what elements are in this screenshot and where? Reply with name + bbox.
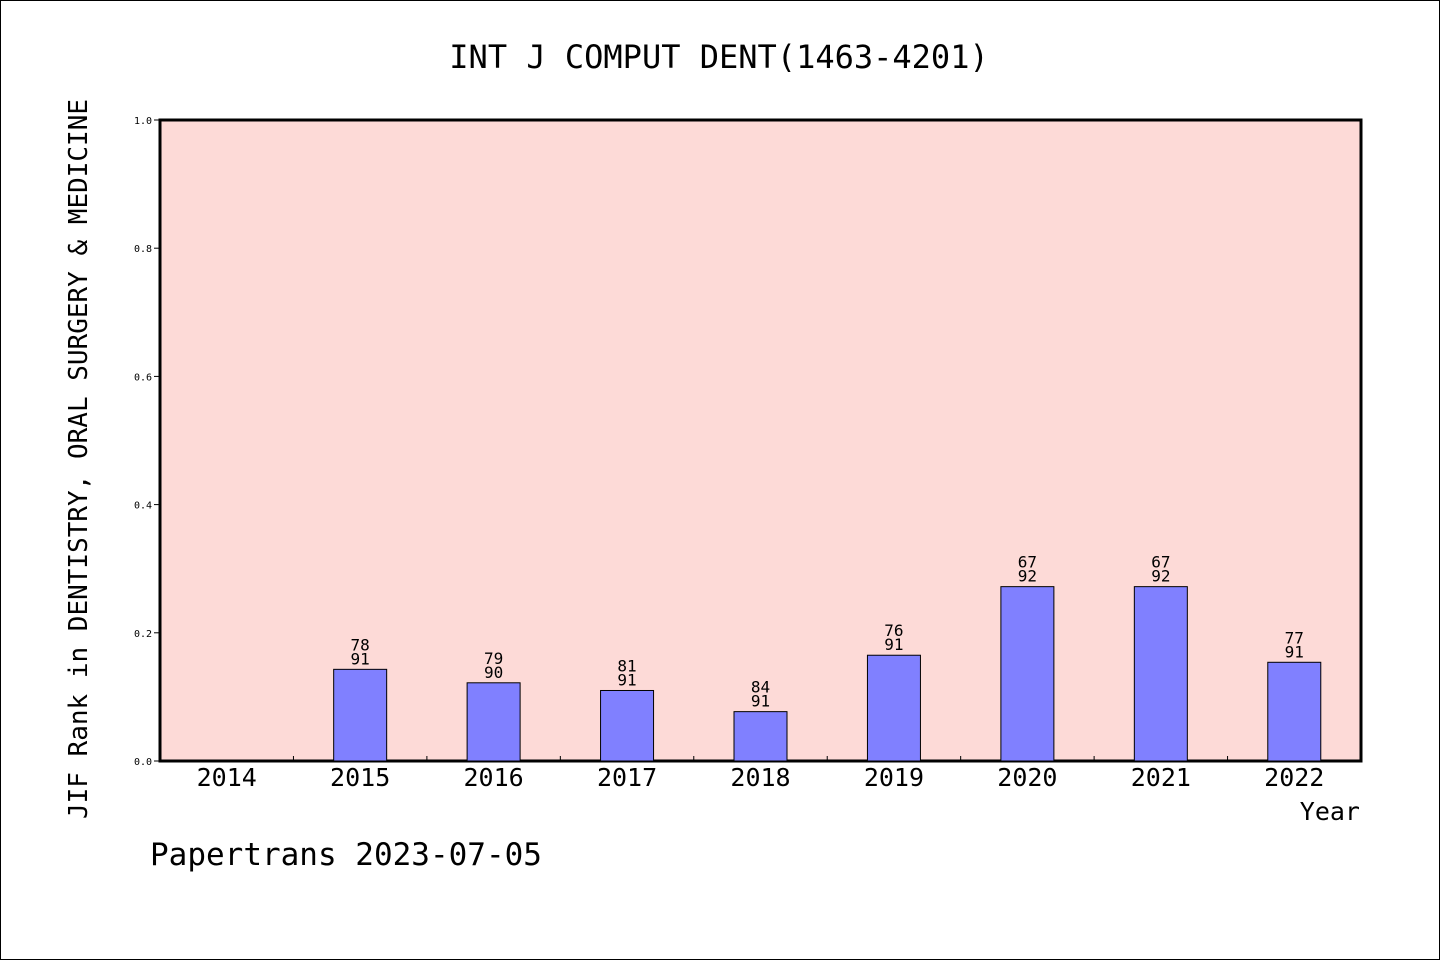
y-tick-label: 0.4 — [134, 501, 152, 512]
bar-rank-label: 84 — [751, 678, 770, 697]
x-tick-label: 2021 — [1131, 763, 1191, 792]
bar — [333, 668, 388, 762]
bar-total-label: 91 — [884, 635, 903, 654]
y-tick-label: 0.2 — [134, 629, 152, 640]
bar-rank-label: 79 — [484, 649, 503, 668]
bar — [733, 711, 788, 762]
footer-text: Papertrans 2023-07-05 — [150, 837, 542, 873]
y-axis-ticks: 0.0 0.2 0.4 0.6 0.8 1.0 — [134, 116, 160, 768]
x-tick-label: 2019 — [864, 763, 924, 792]
x-tick-label: 2016 — [464, 763, 524, 792]
bar — [1267, 661, 1322, 762]
bar-rank-label: 76 — [884, 621, 903, 640]
bar-total-label: 91 — [617, 670, 636, 689]
bar-total-label: 90 — [484, 663, 503, 682]
x-tick-label: 2020 — [997, 763, 1057, 792]
bar-total-label: 91 — [351, 649, 370, 668]
bar-total-label: 92 — [1151, 567, 1170, 586]
chart-title: INT J COMPUT DENT(1463-4201) — [449, 38, 988, 76]
y-axis-label: JIF Rank in DENTISTRY, ORAL SURGERY & ME… — [64, 99, 94, 819]
x-axis-ticks: 2014 2015 2016 2017 2018 2019 2020 2021 2022 — [197, 756, 1324, 792]
bar — [1000, 586, 1055, 762]
bar-total-label: 91 — [751, 692, 770, 711]
x-tick-label: 2017 — [597, 763, 657, 792]
bar-rank-label: 67 — [1018, 553, 1037, 572]
x-tick-label: 2022 — [1264, 763, 1324, 792]
bar — [466, 682, 521, 762]
y-tick-label: 1.0 — [134, 116, 152, 127]
y-tick-label: 0.6 — [134, 372, 152, 383]
y-tick-label: 0.0 — [134, 757, 152, 768]
bar — [1133, 586, 1188, 762]
bar-total-label: 92 — [1018, 567, 1037, 586]
bar-rank-label: 67 — [1151, 553, 1170, 572]
x-tick-label: 2014 — [197, 763, 257, 792]
bar — [866, 654, 921, 762]
y-tick-label: 0.8 — [134, 244, 152, 255]
x-tick-label: 2015 — [330, 763, 390, 792]
bar-rank-label: 78 — [351, 635, 370, 654]
x-tick-label: 2018 — [730, 763, 790, 792]
x-axis-label: Year — [1300, 797, 1360, 826]
bar — [600, 689, 655, 762]
bar-total-label: 91 — [1285, 642, 1304, 661]
bar-rank-label: 81 — [617, 656, 636, 675]
bar-rank-label: 77 — [1285, 628, 1304, 647]
